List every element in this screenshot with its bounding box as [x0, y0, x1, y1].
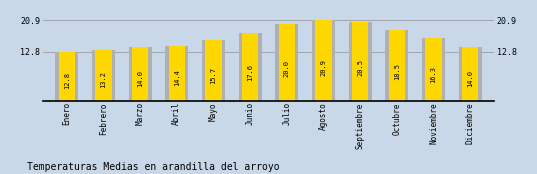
Bar — [352, 22, 368, 101]
Bar — [386, 30, 408, 101]
Bar — [279, 24, 295, 101]
Bar — [349, 22, 372, 101]
Text: 20.0: 20.0 — [284, 60, 290, 77]
Bar — [59, 52, 75, 101]
Bar — [422, 38, 445, 101]
Bar — [459, 47, 482, 101]
Text: 12.8: 12.8 — [64, 72, 70, 89]
Bar — [315, 21, 332, 101]
Bar — [239, 33, 262, 101]
Bar — [55, 52, 78, 101]
Text: 16.3: 16.3 — [431, 66, 437, 83]
Text: 14.4: 14.4 — [174, 69, 180, 86]
Text: 14.0: 14.0 — [467, 70, 473, 87]
Text: 14.0: 14.0 — [137, 70, 143, 87]
Text: 17.6: 17.6 — [247, 64, 253, 81]
Bar — [275, 24, 298, 101]
Bar — [425, 38, 442, 101]
Bar — [92, 50, 115, 101]
Bar — [169, 46, 185, 101]
Bar — [95, 50, 112, 101]
Bar — [132, 47, 148, 101]
Text: 13.2: 13.2 — [100, 71, 106, 88]
Bar — [312, 21, 335, 101]
Bar — [129, 47, 151, 101]
Bar — [242, 33, 258, 101]
Text: 20.5: 20.5 — [357, 59, 363, 76]
Text: 15.7: 15.7 — [211, 67, 216, 84]
Text: 18.5: 18.5 — [394, 62, 400, 80]
Bar — [165, 46, 188, 101]
Text: Temperaturas Medias en arandilla del arroyo: Temperaturas Medias en arandilla del arr… — [27, 162, 279, 172]
Bar — [462, 47, 478, 101]
Bar — [202, 41, 225, 101]
Text: 20.9: 20.9 — [321, 59, 326, 76]
Bar — [389, 30, 405, 101]
Bar — [205, 41, 222, 101]
